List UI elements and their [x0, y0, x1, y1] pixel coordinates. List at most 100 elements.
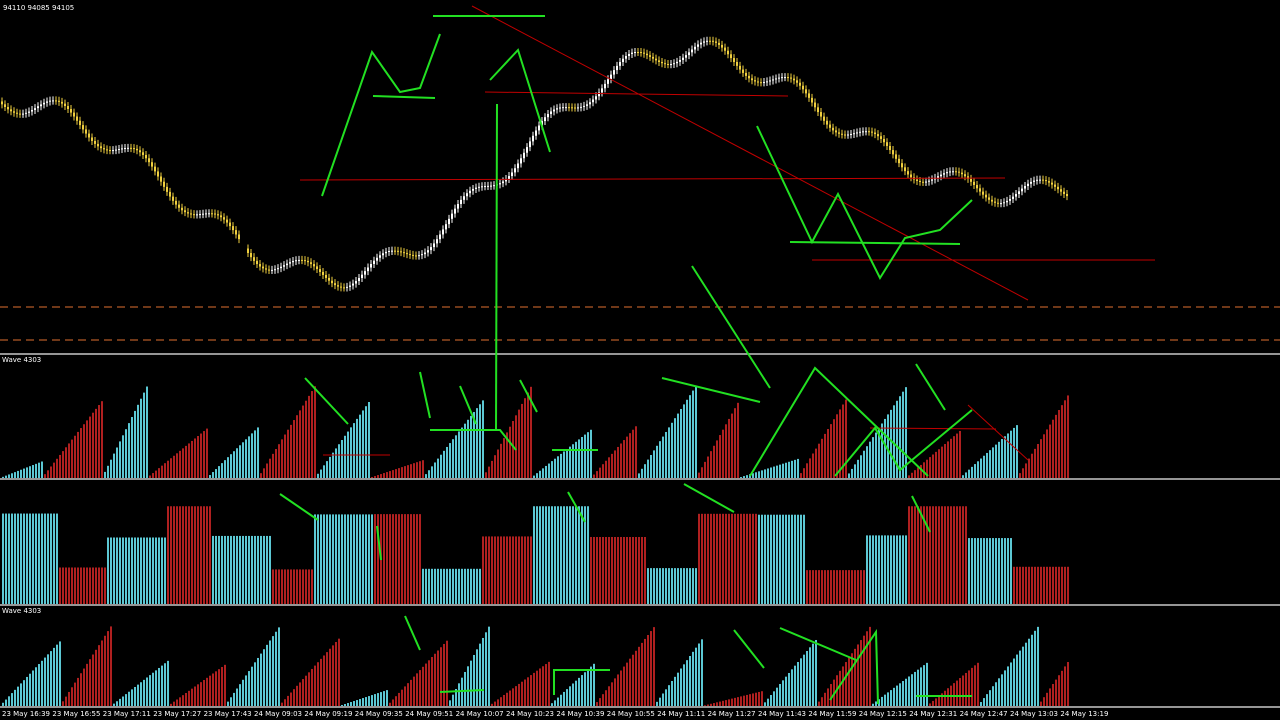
histogram-bar	[314, 514, 316, 604]
histogram-bar	[551, 703, 553, 706]
histogram-bar	[974, 665, 976, 706]
candle-body	[745, 72, 747, 76]
histogram-bar	[743, 513, 745, 604]
histogram-bar	[161, 537, 163, 604]
histogram-bar	[311, 668, 313, 706]
histogram-bar	[440, 568, 442, 604]
histogram-bar	[248, 436, 250, 478]
histogram-bar	[329, 456, 331, 478]
histogram-bar	[773, 691, 775, 706]
histogram-bar	[269, 640, 271, 706]
candle-body	[493, 185, 495, 187]
candle-body	[892, 150, 894, 155]
arrow	[567, 491, 586, 523]
histogram-bar	[341, 514, 343, 604]
histogram-bar	[329, 514, 331, 604]
histogram-bar	[854, 464, 856, 478]
candle-body	[1018, 191, 1020, 195]
histogram-bar	[254, 535, 256, 604]
histogram-bar	[176, 506, 178, 604]
histogram-bar	[608, 536, 610, 604]
histogram-bar	[167, 460, 169, 478]
candle-body	[184, 210, 186, 213]
histogram-bar	[584, 434, 586, 478]
histogram-bar	[1064, 400, 1066, 478]
histogram-bar	[173, 455, 175, 478]
histogram-bar	[374, 476, 376, 478]
histogram-bar	[719, 435, 721, 478]
time-label: 24 May 11:59	[808, 710, 856, 718]
histogram-bar	[911, 674, 913, 706]
histogram-bar	[218, 535, 220, 604]
histogram-bar	[521, 403, 523, 478]
candle-body	[982, 191, 984, 195]
candle-body	[1021, 188, 1023, 192]
histogram-bar	[866, 535, 868, 604]
histogram-bar	[869, 535, 871, 604]
histogram-bar	[668, 568, 670, 604]
candle-body	[430, 247, 432, 251]
histogram-bar	[728, 513, 730, 604]
histogram-bar	[374, 694, 376, 706]
histogram-bar	[653, 450, 655, 478]
histogram-bar	[41, 461, 43, 478]
histogram-bar	[320, 514, 322, 604]
histogram-bar	[866, 631, 868, 706]
histogram-bar	[866, 446, 868, 478]
histogram-bar	[641, 536, 643, 604]
candle-body	[826, 120, 828, 125]
histogram-bar	[110, 626, 112, 706]
histogram-bar	[974, 464, 976, 478]
candle-body	[598, 92, 600, 97]
candle-body	[454, 208, 456, 214]
histogram-bar	[77, 431, 79, 478]
histogram-bar	[818, 701, 820, 706]
histogram-bar	[632, 429, 634, 478]
histogram-bar	[209, 506, 211, 604]
histogram-bar	[467, 666, 469, 706]
candle-body	[301, 259, 303, 261]
histogram-bar	[1001, 538, 1003, 604]
histogram-bar	[905, 678, 907, 706]
histogram-bar	[947, 506, 949, 604]
candle-body	[877, 134, 879, 137]
candle-body	[349, 285, 351, 287]
candle-body	[976, 185, 978, 189]
histogram-bar	[416, 673, 418, 706]
histogram-bar	[356, 514, 358, 604]
histogram-bar	[1010, 662, 1012, 706]
candle-body	[109, 150, 111, 152]
histogram-bar	[437, 650, 439, 706]
histogram-bar	[212, 673, 214, 706]
histogram-bar	[635, 650, 637, 706]
histogram-bar	[878, 428, 880, 478]
histogram-bar	[362, 698, 364, 706]
histogram-bar	[236, 448, 238, 478]
histogram-bar	[113, 453, 115, 478]
histogram-bar	[467, 419, 469, 478]
histogram-bar	[890, 409, 892, 478]
candle-body	[127, 147, 129, 149]
candle-body	[793, 78, 795, 81]
histogram-bar	[122, 537, 124, 604]
histogram-bar	[575, 506, 577, 604]
candle-body	[955, 171, 957, 173]
histogram-bar	[392, 514, 394, 604]
histogram-bar	[332, 645, 334, 706]
candle-body	[274, 269, 276, 271]
histogram-bar	[572, 444, 574, 478]
histogram-bar	[197, 684, 199, 706]
histogram-bar	[59, 567, 61, 604]
histogram-bar	[536, 473, 538, 478]
histogram-bar	[212, 535, 214, 604]
histogram-bar	[104, 471, 106, 478]
candle-body	[601, 88, 603, 93]
histogram-bar	[404, 514, 406, 604]
histogram-bar	[803, 654, 805, 706]
histogram-bar	[890, 690, 892, 706]
histogram-bar	[149, 537, 151, 604]
candle-body	[196, 214, 198, 216]
histogram-bar	[707, 704, 709, 706]
histogram-bar	[155, 470, 157, 478]
candle-body	[484, 186, 486, 188]
